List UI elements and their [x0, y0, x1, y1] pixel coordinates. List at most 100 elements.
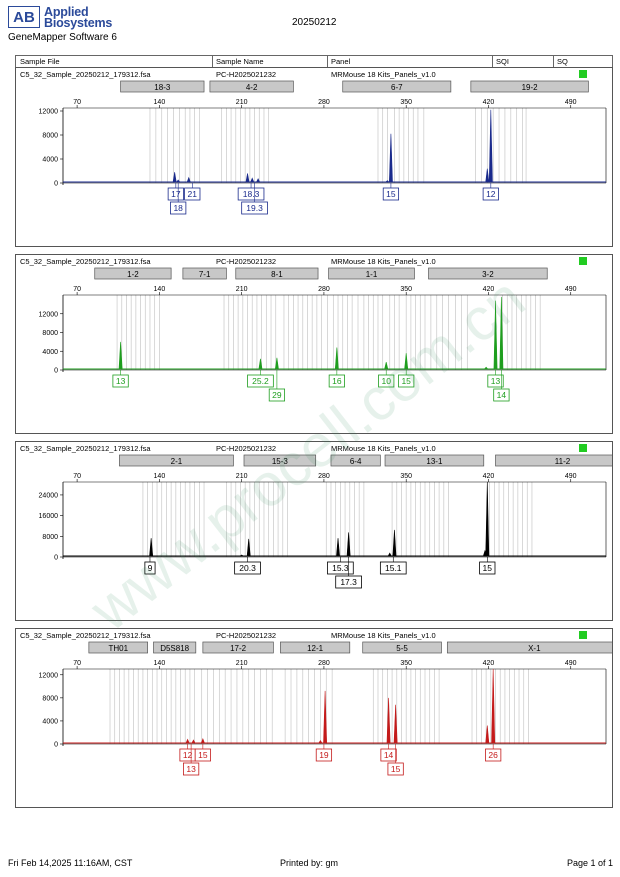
x-tick-label: 210 — [236, 286, 248, 293]
allele-call-label: 19.3 — [246, 203, 263, 213]
marker-13-1 — [384, 454, 485, 467]
x-tick-label: 70 — [73, 286, 81, 293]
x-tick-label: 420 — [483, 473, 495, 480]
footer-page-number: Page 1 of 1 — [567, 858, 614, 868]
allele-call-box — [194, 748, 211, 762]
allele-call-label: 18.3 — [243, 189, 260, 199]
peak-trace — [323, 690, 327, 744]
allele-call-label: 14 — [497, 390, 507, 400]
panel-name-label: MRMouse 18 Kits_Panels_v1.0 — [331, 70, 436, 79]
marker-3-2 — [428, 267, 548, 280]
peak-trace — [246, 538, 251, 557]
x-tick-label: 140 — [154, 286, 166, 293]
marker-17-2 — [202, 641, 274, 654]
peak-trace — [275, 357, 279, 370]
peak-trace — [404, 353, 409, 370]
y-tick-label: 4000 — [42, 349, 58, 356]
y-tick-label: 12000 — [39, 311, 59, 318]
allele-call-box — [479, 561, 496, 575]
x-tick-label: 280 — [318, 473, 330, 480]
report-date: 20250212 — [292, 17, 337, 28]
electropherogram-panel-3[interactable]: C5_32_Sample_20250212_179312.fsa PC-H2025… — [15, 441, 620, 621]
marker-D5S818 — [153, 641, 197, 654]
sq-status-indicator — [579, 631, 587, 639]
allele-call-box — [237, 187, 265, 201]
allele-call-box — [398, 374, 415, 388]
allele-call-label: 15 — [386, 189, 396, 199]
allele-call-label: 10 — [381, 376, 391, 386]
sq-status-indicator — [579, 444, 587, 452]
allele-call-label: 18 — [173, 203, 183, 213]
peak-trace — [239, 554, 244, 557]
col-sample-name[interactable]: Sample Name — [216, 57, 264, 66]
marker-1-2 — [94, 267, 172, 280]
x-tick-label: 70 — [73, 473, 81, 480]
marker-11-2 — [495, 454, 620, 467]
electropherogram-panel-4[interactable]: C5_32_Sample_20250212_179312.fsa PC-H2025… — [15, 628, 620, 808]
y-tick-label: 8000 — [42, 133, 58, 140]
peak-trace — [176, 179, 181, 183]
peak-trace — [488, 109, 493, 183]
x-tick-label: 490 — [565, 99, 577, 106]
marker-label: TH01 — [108, 644, 128, 653]
col-sq[interactable]: SQ — [557, 57, 568, 66]
marker-label: 15-3 — [272, 457, 289, 466]
peak-trace — [386, 697, 391, 744]
sample-name-label: PC-H2025021232 — [216, 257, 276, 266]
allele-call-box — [378, 374, 395, 388]
panel-name-label: MRMouse 18 Kits_Panels_v1.0 — [331, 444, 436, 453]
marker-18-3 — [120, 80, 205, 93]
x-tick-label: 70 — [73, 660, 81, 667]
allele-call-label: 13 — [186, 764, 196, 774]
allele-call-box — [144, 561, 156, 575]
allele-call-box — [315, 748, 333, 762]
allele-call-box — [247, 374, 274, 388]
x-tick-label: 210 — [236, 660, 248, 667]
marker-1-1 — [328, 267, 415, 280]
logo-text-line2: Biosystems — [44, 16, 113, 30]
marker-6-4 — [330, 454, 381, 467]
col-sqi[interactable]: SQI — [496, 57, 509, 66]
electropherogram-panel-1[interactable]: C5_32_Sample_20250212_179312.fsa PC-H2025… — [15, 67, 613, 247]
allele-call-box — [167, 187, 184, 201]
peak-trace — [191, 739, 196, 744]
sample-file-label: C5_32_Sample_20250212_179312.fsa — [20, 70, 151, 79]
allele-call-label: 29 — [272, 390, 282, 400]
allele-call-label: 20.3 — [239, 563, 256, 573]
allele-call-label: 19 — [319, 750, 329, 760]
allele-call-box — [112, 374, 129, 388]
y-tick-label: 8000 — [42, 534, 58, 541]
allele-call-box — [241, 201, 268, 215]
col-panel[interactable]: Panel — [331, 57, 351, 66]
peak-trace — [389, 133, 393, 183]
peak-trace — [385, 180, 390, 183]
logo-mark: AB — [13, 9, 35, 26]
peak-trace — [334, 347, 339, 370]
footer-printed-by: Printed by: gm — [280, 858, 339, 868]
x-tick-label: 350 — [400, 473, 412, 480]
panel-name-label: MRMouse 18 Kits_Panels_v1.0 — [331, 257, 436, 266]
marker-label: 2-1 — [171, 457, 183, 466]
allele-call-label: 13 — [491, 376, 501, 386]
x-tick-label: 420 — [483, 286, 495, 293]
applied-biosystems-logo: AB — [8, 6, 40, 28]
allele-call-label: 15.3 — [332, 563, 349, 573]
allele-call-box — [382, 187, 400, 201]
allele-call-label: 17.3 — [340, 577, 357, 587]
x-tick-label: 70 — [73, 99, 81, 106]
x-tick-label: 490 — [565, 660, 577, 667]
allele-call-box — [335, 575, 362, 589]
sample-file-label: C5_32_Sample_20250212_179312.fsa — [20, 257, 151, 266]
sample-name-label: PC-H2025021232 — [216, 444, 276, 453]
peak-trace — [491, 668, 496, 744]
marker-label: 6-4 — [350, 457, 362, 466]
chart-svg-1: C5_32_Sample_20250212_179312.fsa PC-H2025… — [20, 70, 607, 215]
peak-trace — [485, 168, 490, 183]
col-sample-file[interactable]: Sample File — [20, 57, 60, 66]
x-tick-label: 210 — [236, 473, 248, 480]
marker-label: 1-1 — [366, 270, 378, 279]
sq-status-indicator — [579, 257, 587, 265]
electropherogram-panel-2[interactable]: C5_32_Sample_20250212_179312.fsa PC-H2025… — [15, 254, 613, 434]
peak-trace — [499, 296, 504, 370]
allele-call-label: 15 — [401, 376, 411, 386]
